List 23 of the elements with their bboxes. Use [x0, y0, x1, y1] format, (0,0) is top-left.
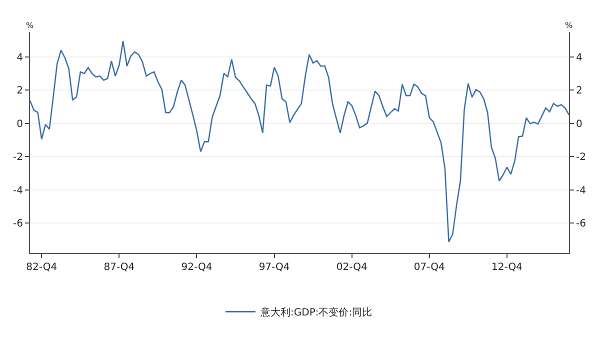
x-tick-label: 07-Q4: [414, 262, 445, 273]
y2-tick-label: 4: [576, 52, 582, 64]
y2-tick-label: -2: [576, 152, 586, 164]
y2-axis-title: %: [565, 21, 573, 30]
line-series: [30, 40, 569, 243]
y-tick-label: -4: [13, 185, 23, 196]
x-tick-label: 87-Q4: [104, 262, 135, 273]
y2-tick-label: 2: [576, 86, 582, 97]
y-tick-label: 0: [16, 118, 23, 130]
y-tick-label: 4: [16, 52, 23, 64]
x-tick-label: 02-Q4: [336, 262, 368, 273]
y2-tick-label: 0: [576, 118, 582, 130]
x-tick-label: 92-Q4: [181, 262, 212, 273]
y-tick-label: -6: [13, 218, 23, 230]
x-tick-label: 82-Q4: [26, 262, 58, 273]
y-axis-title: %: [26, 21, 34, 30]
y2-tick-label: -6: [576, 218, 586, 230]
legend-label: 意大利:GDP:不变价:同比: [260, 306, 372, 319]
x-tick-label: 97-Q4: [258, 262, 290, 273]
x-tick-label: 12-Q4: [491, 262, 522, 273]
y-tick-label: 2: [16, 86, 23, 97]
y2-tick-label: -4: [576, 185, 586, 196]
y-tick-label: -2: [13, 152, 23, 164]
